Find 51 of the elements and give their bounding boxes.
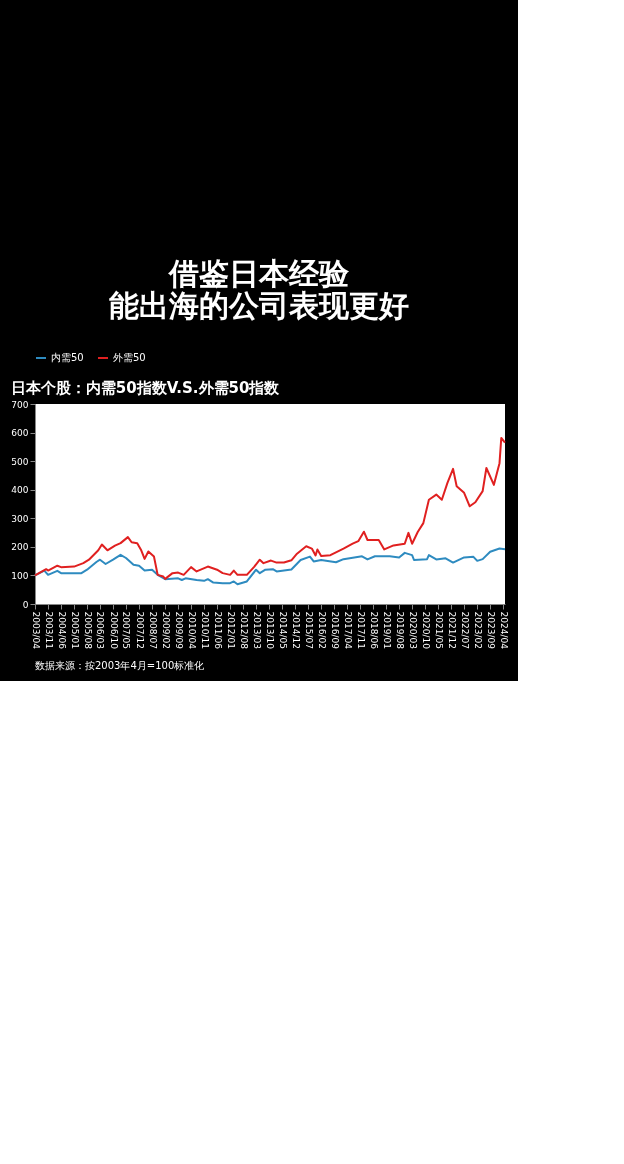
x-tick-label: 2014/12	[290, 611, 301, 649]
y-tick-label: 700	[11, 399, 29, 410]
x-tick-label: 2007/12	[134, 611, 145, 649]
x-tick-label: 2009/09	[173, 611, 184, 650]
x-tick-label: 2017/11	[355, 611, 366, 649]
x-tick-label: 2023/02	[472, 611, 483, 649]
source-note: 数据来源：按2003年4月=100标准化	[35, 660, 205, 671]
y-tick-label: 300	[11, 513, 29, 524]
legend-label: 内需50	[51, 352, 84, 363]
x-tick-label: 2013/10	[264, 611, 275, 650]
x-tick-label: 2020/03	[407, 611, 418, 649]
x-tick-label: 2023/09	[485, 611, 496, 650]
x-tick-label: 2008/07	[147, 611, 158, 649]
y-tick-label: 400	[11, 485, 29, 496]
x-tick-label: 2022/07	[459, 611, 470, 649]
x-tick-label: 2011/06	[212, 611, 223, 650]
x-tick-label: 2010/04	[186, 611, 197, 650]
x-tick-label: 2016/02	[316, 611, 327, 649]
x-tick-label: 2012/01	[225, 611, 236, 649]
x-tick-label: 2009/02	[160, 611, 171, 649]
chart-subtitle: 日本个股：内需50指数V.S.外需50指数	[10, 379, 281, 397]
x-tick-label: 2006/10	[108, 611, 119, 650]
x-tick-label: 2024/04	[498, 611, 509, 650]
x-tick-label: 2005/08	[82, 611, 93, 650]
x-tick-label: 2007/05	[121, 611, 132, 649]
y-tick-label: 200	[11, 542, 29, 553]
x-tick-label: 2021/05	[433, 611, 444, 649]
x-tick-label: 2019/01	[381, 611, 392, 649]
x-tick-label: 2010/11	[199, 611, 210, 649]
y-tick-label: 500	[11, 456, 29, 467]
x-tick-label: 2017/04	[342, 611, 353, 650]
x-tick-label: 2003/11	[43, 611, 54, 649]
text: 借鉴日本经验	[169, 256, 349, 291]
x-tick-label: 2015/07	[303, 611, 314, 649]
x-tick-label: 2014/05	[277, 611, 288, 649]
legend-label: 外需50	[113, 352, 146, 363]
text: 能出海的公司表现更好	[109, 288, 409, 323]
x-tick-label: 2005/01	[69, 611, 80, 649]
x-tick-label: 2003/04	[30, 611, 41, 650]
y-tick-label: 100	[11, 570, 29, 581]
x-tick-label: 2012/08	[238, 611, 249, 650]
x-tick-label: 2020/10	[420, 611, 431, 650]
x-tick-label: 2016/09	[329, 611, 340, 650]
x-tick-label: 2013/03	[251, 611, 262, 649]
y-tick-label: 600	[11, 428, 29, 439]
x-tick-label: 2018/06	[368, 611, 379, 650]
x-tick-label: 2006/03	[95, 611, 106, 649]
y-tick-label: 0	[22, 599, 29, 610]
x-tick-label: 2021/12	[446, 611, 457, 649]
x-tick-label: 2019/08	[394, 611, 405, 650]
x-tick-label: 2004/06	[56, 611, 67, 650]
